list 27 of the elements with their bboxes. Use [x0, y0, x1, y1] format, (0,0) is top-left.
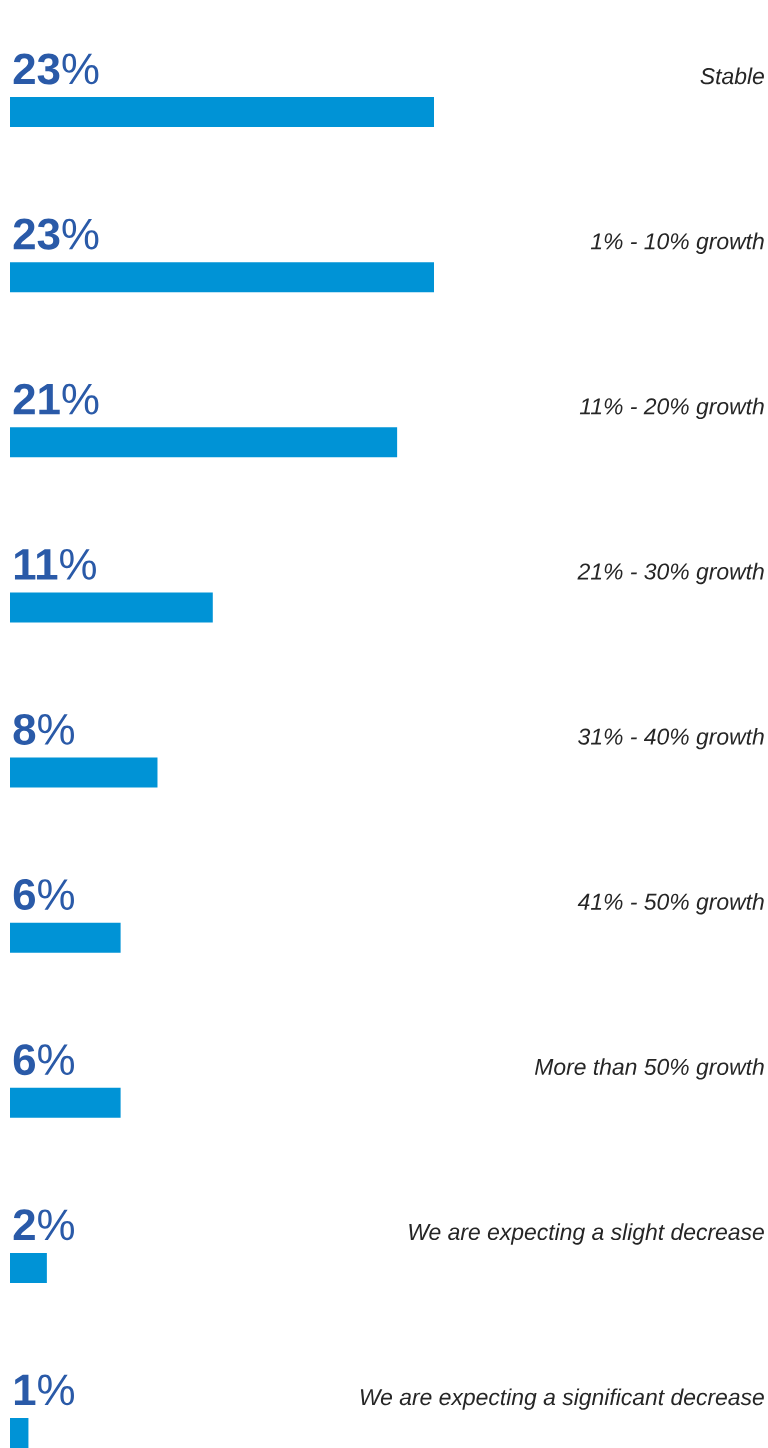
bar	[10, 427, 398, 458]
data-label: 11%	[14, 548, 96, 580]
y-tick-label: We are expecting a slight decrease	[409, 1223, 764, 1245]
bar	[10, 1252, 47, 1283]
y-tick-label: 31% - 40% growth	[578, 727, 764, 750]
y-tick-label: Stable	[700, 67, 764, 85]
bar	[10, 757, 158, 788]
bar	[10, 922, 121, 953]
data-label: 6%	[13, 1044, 74, 1076]
y-tick-label: 1% - 10% growth	[590, 232, 764, 254]
y-tick-label: More than 50% growth	[534, 1058, 764, 1080]
bar	[10, 592, 213, 623]
data-label: 23%	[13, 218, 99, 250]
data-label: 1%	[14, 1374, 74, 1406]
y-tick-label: 41% - 50% growth	[577, 893, 764, 915]
data-label: 2%	[13, 1209, 74, 1241]
data-label: 8%	[13, 713, 74, 745]
data-label: 6%	[13, 879, 74, 911]
y-tick-label: 11% - 20% growth	[579, 397, 764, 420]
data-label: 23%	[13, 53, 99, 85]
data-label: 21%	[13, 383, 99, 415]
y-tick-label: 21% - 30% growth	[577, 562, 764, 585]
bar	[10, 262, 434, 293]
y-tick-label: We are expecting a significant decrease	[360, 1388, 764, 1410]
bar	[10, 97, 434, 128]
bar	[10, 1087, 121, 1118]
bar	[10, 1418, 29, 1448]
